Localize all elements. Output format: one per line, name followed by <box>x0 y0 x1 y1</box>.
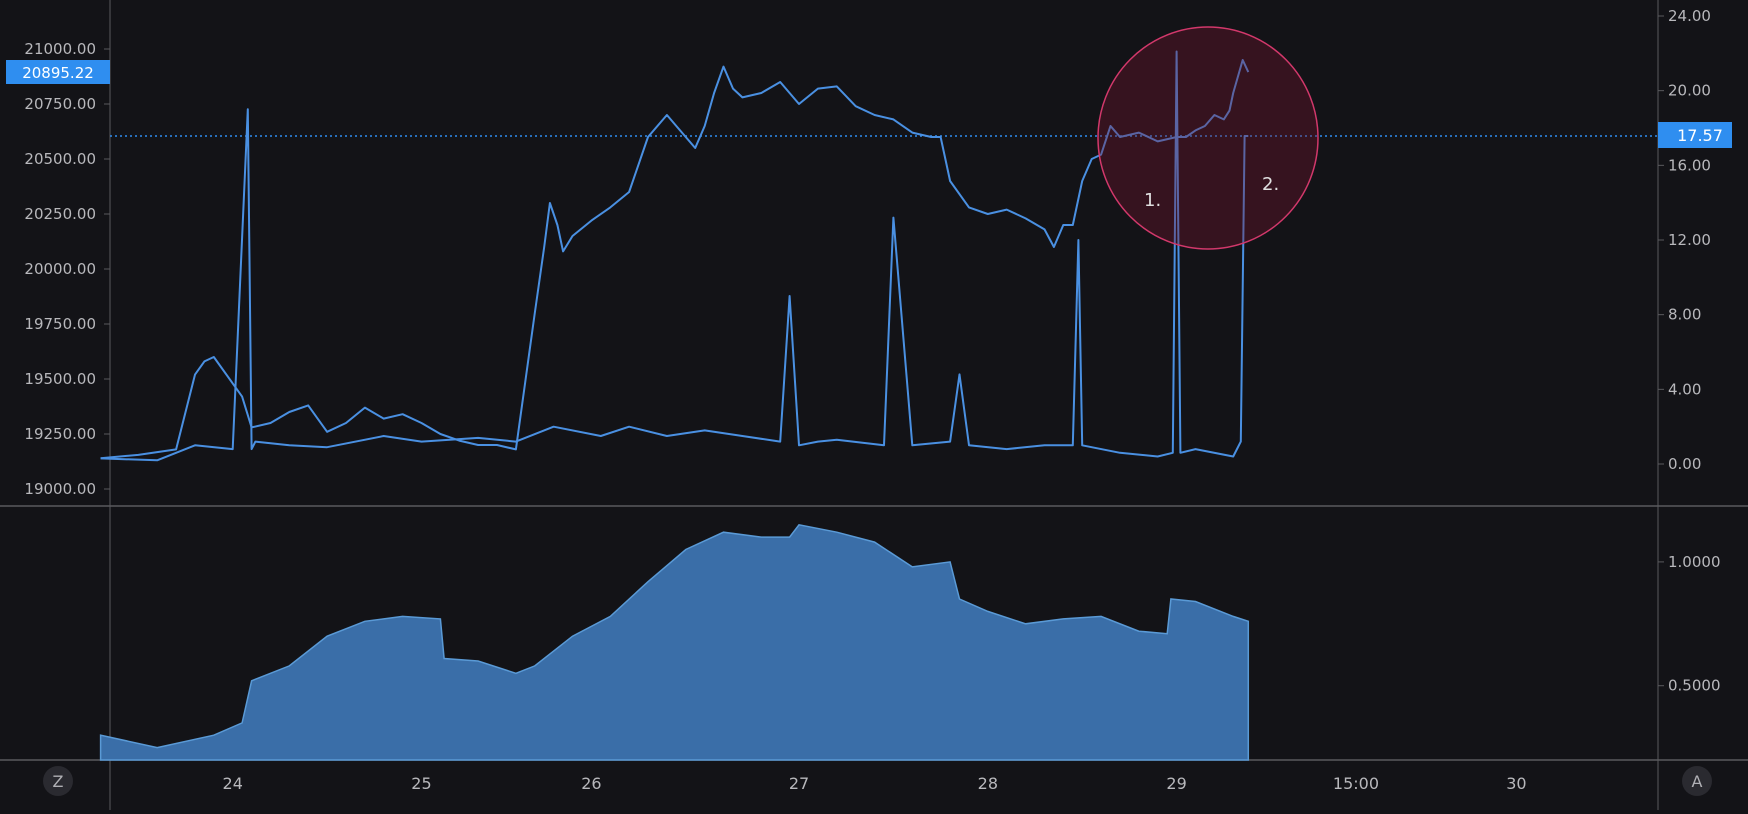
auto-scale-button-right[interactable]: A <box>1682 766 1712 796</box>
annotation-label-1: 1. <box>1144 190 1161 211</box>
left-tick-label: 19000.00 <box>24 480 96 498</box>
right-value-tag-text: 17.57 <box>1677 126 1723 145</box>
time-tick-label: 15:00 <box>1333 774 1379 793</box>
left-tick-label: 19250.00 <box>24 425 96 443</box>
time-tick-label: 24 <box>223 774 243 793</box>
left-tick-label: 20250.00 <box>24 205 96 223</box>
series-line-1 <box>100 59 1250 460</box>
right-axis-ticks: 24.00 20.00 16.00 12.00 8.00 4.00 0.00 <box>1658 7 1711 473</box>
left-tick-label: 20500.00 <box>24 150 96 168</box>
right-tick-label: 4.00 <box>1668 380 1701 398</box>
lower-axis-ticks: 1.0000 0.5000 <box>1658 553 1721 695</box>
left-price-tag: 20895.22 <box>6 60 110 84</box>
right-tick-label: 0.00 <box>1668 455 1701 473</box>
left-tick-label: 19750.00 <box>24 315 96 333</box>
lower-area-layer <box>99 523 1250 761</box>
price-lines-layer <box>100 50 1658 462</box>
time-tick-label: 28 <box>978 774 998 793</box>
highlight-circle <box>1097 26 1319 250</box>
left-tick-label: 19500.00 <box>24 370 96 388</box>
right-tick-label: 20.00 <box>1668 82 1711 100</box>
right-tick-label: 12.00 <box>1668 231 1711 249</box>
right-value-tag: 17.57 <box>1658 122 1732 148</box>
lower-tick-label: 1.0000 <box>1668 553 1721 571</box>
lower-area-series <box>99 523 1250 761</box>
button-left-label: Z <box>53 772 64 791</box>
time-tick-label: 26 <box>581 774 601 793</box>
left-axis-ticks: 21000.00 20750.00 20500.00 20250.00 20000.00… <box>24 40 110 498</box>
annotation-label-2: 2. <box>1262 174 1279 195</box>
auto-scale-button-left[interactable]: Z <box>43 766 73 796</box>
time-tick-label: 27 <box>789 774 809 793</box>
left-tick-label: 21000.00 <box>24 40 96 58</box>
time-tick-label: 25 <box>411 774 431 793</box>
series-line-2 <box>100 50 1249 462</box>
lower-tick-label: 0.5000 <box>1668 677 1721 695</box>
left-tick-label: 20000.00 <box>24 260 96 278</box>
time-tick-label: 30 <box>1506 774 1526 793</box>
right-tick-label: 8.00 <box>1668 306 1701 324</box>
time-axis-ticks: 24 25 26 27 28 29 15:00 30 <box>223 774 1527 793</box>
left-price-tag-text: 20895.22 <box>22 64 94 82</box>
button-right-label: A <box>1692 772 1703 791</box>
right-tick-label: 16.00 <box>1668 156 1711 174</box>
right-tick-label: 24.00 <box>1668 7 1711 25</box>
left-tick-label: 20750.00 <box>24 95 96 113</box>
time-tick-label: 29 <box>1166 774 1186 793</box>
